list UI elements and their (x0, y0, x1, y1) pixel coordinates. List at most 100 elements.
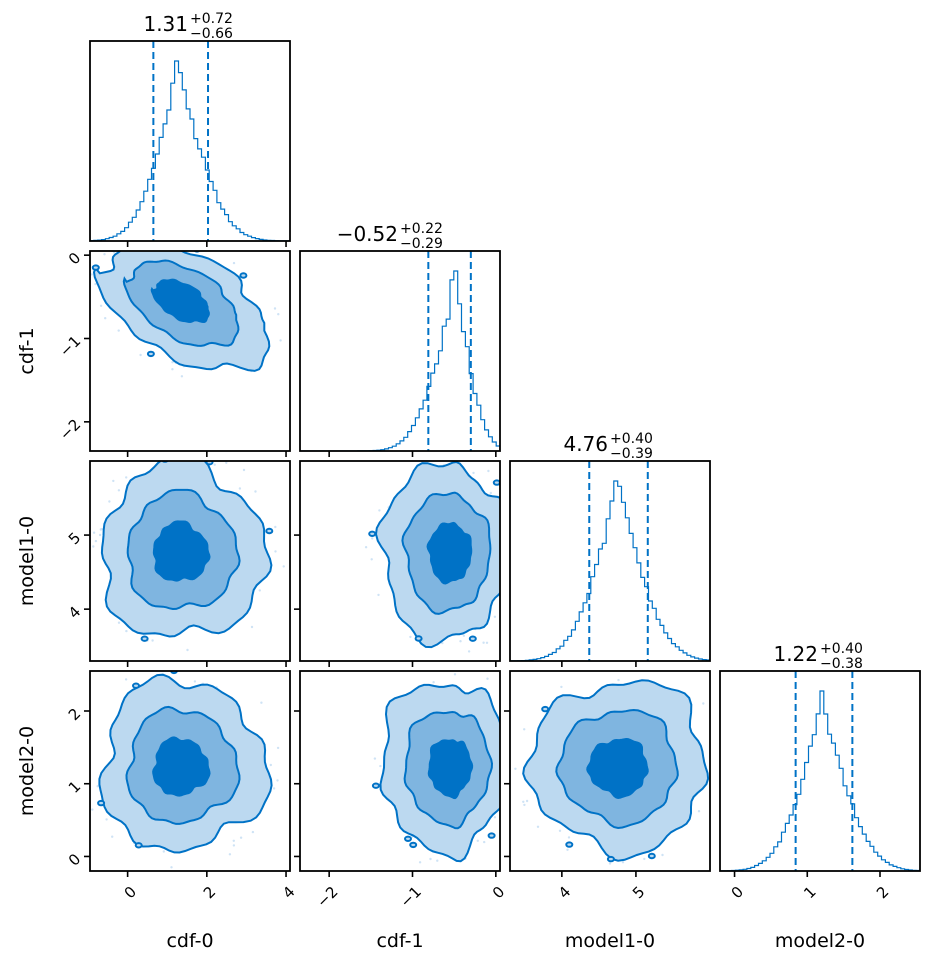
outlier-point (100, 527, 104, 531)
y-tick-label-model2-0: 2 (65, 705, 84, 724)
contour-island (134, 842, 143, 849)
outlier-point (195, 243, 197, 245)
outlier-point (100, 246, 102, 248)
panel-title-median: 1.31 (143, 12, 188, 36)
outlier-point (84, 745, 86, 747)
contour-body (82, 671, 280, 869)
contour-island (91, 264, 100, 271)
x-tick-label-cdf-1: −1 (397, 883, 425, 911)
outlier-point (453, 673, 457, 676)
outlier-point (277, 313, 280, 316)
outlier-point (379, 764, 382, 768)
outlier-point (139, 353, 142, 357)
x-tick-label-cdf-0: 4 (279, 883, 298, 902)
outlier-point (487, 469, 490, 473)
outlier-point (617, 678, 620, 682)
outlier-point (279, 339, 282, 342)
hist-panel-model2-0: 1.22 +0.40−0.38 (719, 641, 921, 872)
outlier-point (213, 463, 216, 466)
y-axis-label-model1-0: model1-0 (16, 516, 38, 606)
outlier-point (272, 787, 276, 790)
outlier-point (111, 835, 114, 838)
y-tick-label-model1-0: 4 (65, 603, 84, 622)
outlier-point (269, 763, 272, 767)
contour-panel-cdf-0-vs-model1-0 (89, 460, 291, 662)
outlier-point (523, 728, 526, 731)
outlier-point (713, 747, 715, 749)
contour-island (468, 635, 477, 642)
outlier-point (661, 853, 664, 857)
contour-level-39.3% (152, 520, 211, 582)
outlier-point (441, 641, 444, 645)
outlier-point (536, 825, 540, 828)
contour-body (90, 243, 282, 378)
outlier-point (501, 707, 503, 709)
outlier-point (170, 866, 173, 869)
y-tick-label-model2-0: 1 (65, 777, 84, 796)
outlier-point (180, 375, 184, 378)
outlier-point (489, 491, 492, 495)
panel-frame (89, 670, 291, 872)
outlier-point (232, 844, 236, 847)
outlier-point (276, 779, 279, 782)
outlier-point (105, 818, 108, 821)
contour-panel-cdf-0-vs-model2-0 (82, 670, 291, 872)
outlier-point (239, 836, 243, 839)
y-tick-label-cdf-1: 0 (65, 249, 84, 268)
outlier-point (151, 639, 154, 642)
contour-level-39.3% (586, 738, 649, 799)
outlier-point (125, 629, 128, 633)
outlier-point (94, 282, 97, 286)
outlier-point (94, 539, 98, 543)
panel-frame (719, 670, 921, 872)
outlier-point (228, 853, 232, 856)
outlier-point (238, 487, 242, 490)
contour-panel-cdf-1-vs-model2-0 (299, 666, 504, 872)
outlier-point (486, 677, 489, 680)
outlier-point (82, 771, 84, 773)
outlier-point (523, 803, 526, 807)
outlier-point (522, 800, 525, 803)
outlier-point (643, 857, 646, 861)
outlier-point (104, 245, 106, 247)
outlier-point (502, 793, 504, 795)
panel-title-median: 4.76 (563, 432, 608, 456)
panel-frame (89, 460, 291, 662)
x-axis-label-cdf-0: cdf-0 (166, 930, 213, 952)
outlier-point (506, 497, 508, 499)
outlier-point (442, 666, 444, 668)
outlier-point (485, 641, 489, 644)
contour-body (371, 666, 504, 864)
outlier-point (371, 537, 374, 540)
panel-frame (89, 40, 291, 242)
outlier-point (113, 244, 115, 246)
x-tick-label-cdf-0: 0 (121, 883, 140, 902)
contour-panel-cdf-0-vs-cdf-1 (89, 243, 291, 452)
panel-title-plus: +0.22 (400, 221, 443, 237)
contour-panel-model1-0-vs-model2-0 (509, 670, 715, 872)
panel-title-median: −0.52 (337, 222, 398, 246)
outlier-point (558, 829, 562, 832)
panel-title-minus: −0.38 (820, 656, 863, 672)
contour-body (364, 461, 508, 653)
outlier-point (274, 525, 277, 529)
panel-frame (509, 460, 711, 662)
outlier-point (99, 304, 103, 307)
outlier-point (432, 681, 435, 684)
panel-title-plus: +0.40 (820, 641, 863, 657)
outlier-point (232, 261, 236, 265)
outlier-point (467, 650, 471, 653)
panel-frame (299, 250, 501, 452)
outlier-point (276, 746, 280, 750)
outlier-point (112, 479, 115, 483)
outlier-point (274, 550, 277, 553)
outlier-point (373, 757, 377, 760)
contour-island (265, 527, 274, 535)
histogram-cdf-0 (90, 60, 290, 241)
contour-body (90, 461, 285, 652)
y-tick-label-cdf-1: −2 (56, 415, 84, 443)
outlier-point (483, 840, 486, 844)
outlier-point (96, 785, 99, 788)
contour-island (132, 682, 140, 689)
x-tick-label-cdf-0: 2 (200, 883, 219, 902)
